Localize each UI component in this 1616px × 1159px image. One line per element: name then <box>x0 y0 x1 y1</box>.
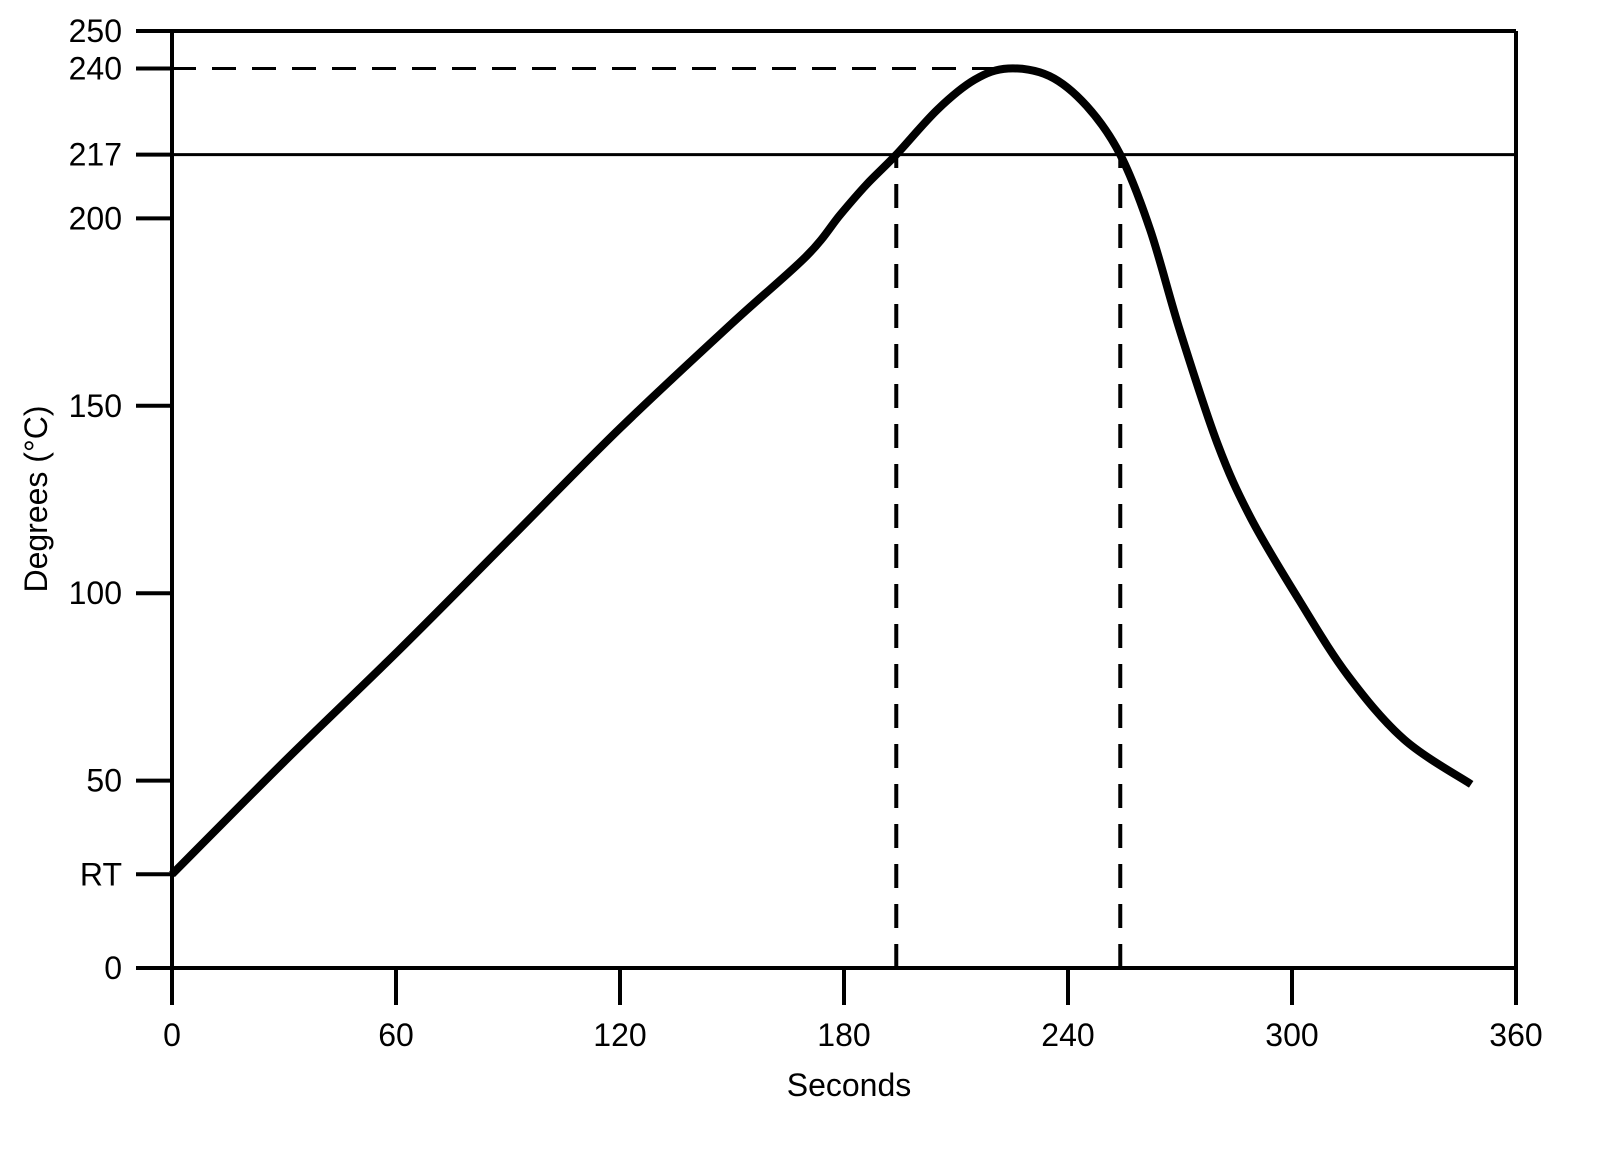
y-axis-title: Degrees (°C) <box>18 405 54 592</box>
data-series <box>169 64 1474 878</box>
y-tick-label: 100 <box>69 575 122 611</box>
y-tick-label: 240 <box>69 50 122 86</box>
plot-frame <box>136 29 1518 1005</box>
y-tick-label: RT <box>80 856 122 892</box>
y-tick-label: 200 <box>69 200 122 236</box>
annotation-lines <box>172 66 1516 968</box>
x-tick-label: 0 <box>163 1017 181 1053</box>
x-tick-label: 60 <box>378 1017 414 1053</box>
x-axis-title: Seconds <box>787 1067 912 1103</box>
temperature-curve <box>169 64 1474 878</box>
y-tick-label: 150 <box>69 388 122 424</box>
x-tick-label: 240 <box>1041 1017 1094 1053</box>
y-tick-label: 250 <box>69 13 122 49</box>
y-tick-label: 217 <box>69 137 122 173</box>
x-tick-label: 120 <box>593 1017 646 1053</box>
x-tick-label: 360 <box>1489 1017 1542 1053</box>
y-tick-label: 50 <box>86 763 122 799</box>
x-tick-label: 180 <box>817 1017 870 1053</box>
y-tick-label: 0 <box>104 950 122 986</box>
x-axis: 0 60 120 180 240 300 360 <box>163 968 1543 1053</box>
x-tick-label: 300 <box>1265 1017 1318 1053</box>
